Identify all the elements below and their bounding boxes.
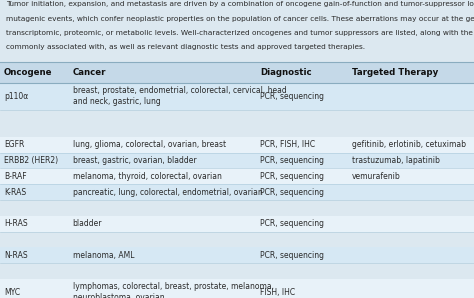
Text: PCR, FISH, IHC: PCR, FISH, IHC [260,140,315,149]
Bar [0,279,474,298]
Text: vemurafenib: vemurafenib [352,172,401,181]
Text: trastuzumab, lapatinib: trastuzumab, lapatinib [352,156,440,165]
Bar [0,153,474,168]
Text: melanoma, AML: melanoma, AML [73,251,134,260]
Bar [0,216,474,232]
Text: PCR, sequencing: PCR, sequencing [260,172,324,181]
Text: neuroblastoma, ovarian: neuroblastoma, ovarian [73,293,164,298]
Text: FISH, IHC: FISH, IHC [260,288,295,297]
Text: N-RAS: N-RAS [4,251,27,260]
Text: bladder: bladder [73,219,102,228]
Text: Tumor initiation, expansion, and metastasis are driven by a combination of oncog: Tumor initiation, expansion, and metasta… [6,1,474,7]
Bar [0,247,474,263]
Bar [0,83,474,110]
Text: pancreatic, lung, colorectal, endometrial, ovarian: pancreatic, lung, colorectal, endometria… [73,187,262,197]
Text: Diagnostic: Diagnostic [260,68,311,77]
Text: Cancer: Cancer [73,68,106,77]
Text: PCR, sequencing: PCR, sequencing [260,219,324,228]
Bar [0,168,474,184]
Text: PCR, sequencing: PCR, sequencing [260,92,324,101]
Text: Targeted Therapy: Targeted Therapy [352,68,438,77]
Text: PCR, sequencing: PCR, sequencing [260,187,324,197]
Text: K-RAS: K-RAS [4,187,26,197]
Text: ERBB2 (HER2): ERBB2 (HER2) [4,156,58,165]
Text: MYC: MYC [4,288,20,297]
Text: H-RAS: H-RAS [4,219,27,228]
Text: melanoma, thyroid, colorectal, ovarian: melanoma, thyroid, colorectal, ovarian [73,172,221,181]
Text: lung, glioma, colorectal, ovarian, breast: lung, glioma, colorectal, ovarian, breas… [73,140,226,149]
Bar [0,184,474,200]
Text: B-RAF: B-RAF [4,172,27,181]
Text: PCR, sequencing: PCR, sequencing [260,156,324,165]
Bar [0,62,474,83]
Bar [0,137,474,153]
Text: p110α: p110α [4,92,28,101]
Text: breast, prostate, endometrial, colorectal, cervical, head: breast, prostate, endometrial, colorecta… [73,86,286,95]
Text: mutagenic events, which confer neoplastic properties on the population of cancer: mutagenic events, which confer neoplasti… [6,16,474,22]
Text: commonly associated with, as well as relevant diagnostic tests and approved targ: commonly associated with, as well as rel… [6,44,365,50]
Text: gefitinib, erlotinib, cetuximab: gefitinib, erlotinib, cetuximab [352,140,466,149]
Text: and neck, gastric, lung: and neck, gastric, lung [73,97,160,106]
Text: Oncogene: Oncogene [4,68,52,77]
Text: PCR, sequencing: PCR, sequencing [260,251,324,260]
Text: breast, gastric, ovarian, bladder: breast, gastric, ovarian, bladder [73,156,196,165]
Text: transcriptomic, proteomic, or metabolic levels. Well-characterized oncogenes and: transcriptomic, proteomic, or metabolic … [6,30,474,36]
Text: EGFR: EGFR [4,140,24,149]
Text: lymphomas, colorectal, breast, prostate, melanoma,: lymphomas, colorectal, breast, prostate,… [73,282,273,291]
